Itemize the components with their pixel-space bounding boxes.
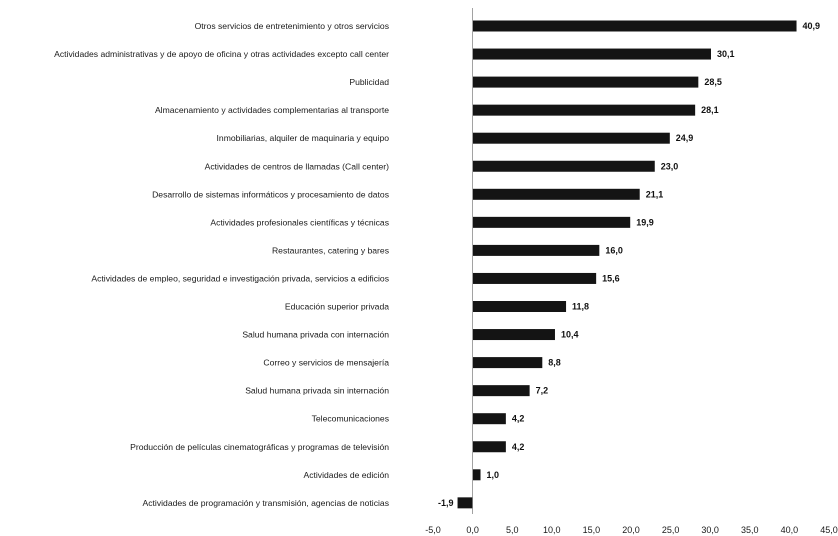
category-label: Actividades de centros de llamadas (Call… [205,161,390,171]
bar [472,160,655,172]
category-label: Telecomunicaciones [312,414,389,424]
value-label: 10,4 [561,330,579,340]
bar [472,385,530,397]
value-label: 40,9 [803,21,821,31]
category-labels: Otros servicios de entretenimiento y otr… [54,21,389,508]
x-tick-label: 5,0 [506,525,519,535]
category-label: Otros servicios de entretenimiento y otr… [195,21,389,31]
bar [472,76,699,88]
value-label: 21,1 [646,189,664,199]
bar [472,301,567,312]
bar [472,216,631,228]
category-label: Actividades de empleo, seguridad e inves… [91,273,389,283]
bar [472,469,481,481]
category-label: Correo y servicios de mensajería [263,358,389,368]
value-label: 19,9 [636,217,654,227]
x-tick-label: -5,0 [425,525,441,535]
value-label: 24,9 [676,133,694,143]
x-tick-label: 30,0 [701,525,719,535]
category-label: Restaurantes, catering y bares [272,245,389,255]
category-label: Almacenamiento y actividades complementa… [155,105,389,115]
value-label: 28,5 [704,77,722,87]
category-label: Salud humana privada con internación [242,330,389,340]
bar [472,20,797,32]
bar [472,244,600,256]
bar [472,272,597,284]
value-labels: 40,9 30,1 28,5 28,1 24,9 23,0 21,1 19,9 16,0 15,6… [438,21,820,508]
x-tick-label: 25,0 [662,525,680,535]
value-label: 1,0 [487,470,500,480]
category-label: Producción de películas cinematográficas… [130,442,389,452]
value-label: 11,8 [572,302,589,312]
x-tick-label: 0,0 [466,525,479,535]
x-axis-tick-labels: -5,0 0,0 5,0 10,0 15,0 20,0 25,0 30,0 35,0 40,0 45… [425,525,838,535]
category-label: Actividades profesionales científicas y … [210,217,389,227]
x-tick-label: 40,0 [781,525,799,535]
value-label: -1,9 [438,498,454,508]
value-label: 28,1 [701,105,719,115]
x-tick-label: 10,0 [543,525,561,535]
bar [472,329,555,341]
x-tick-label: 45,0 [820,525,838,535]
value-label: 16,0 [605,245,623,255]
bar [472,188,640,200]
bars [457,20,797,509]
bar [472,132,670,144]
bar [472,441,506,453]
category-label: Inmobiliarias, alquiler de maquinaria y … [217,133,390,143]
category-label: Salud humana privada sin internación [245,386,389,396]
bar [457,497,473,509]
bar [472,357,543,369]
category-label: Educación superior privada [285,302,389,312]
x-tick-label: 15,0 [583,525,601,535]
value-label: 23,0 [661,161,679,171]
category-label: Actividades de edición [303,470,389,480]
bar [472,48,711,60]
category-label: Actividades administrativas y de apoyo d… [54,49,389,59]
x-tick-label: 20,0 [622,525,640,535]
category-label: Desarrollo de sistemas informáticos y pr… [152,189,389,199]
value-label: 8,8 [548,358,561,368]
value-label: 30,1 [717,49,735,59]
bar [472,104,696,116]
value-label: 4,2 [512,414,525,424]
category-label: Publicidad [349,77,389,87]
x-tick-label: 35,0 [741,525,759,535]
value-label: 4,2 [512,442,525,452]
value-label: 15,6 [602,273,620,283]
bar [472,413,506,425]
value-label: 7,2 [536,386,549,396]
category-label: Actividades de programación y transmisió… [143,498,389,508]
